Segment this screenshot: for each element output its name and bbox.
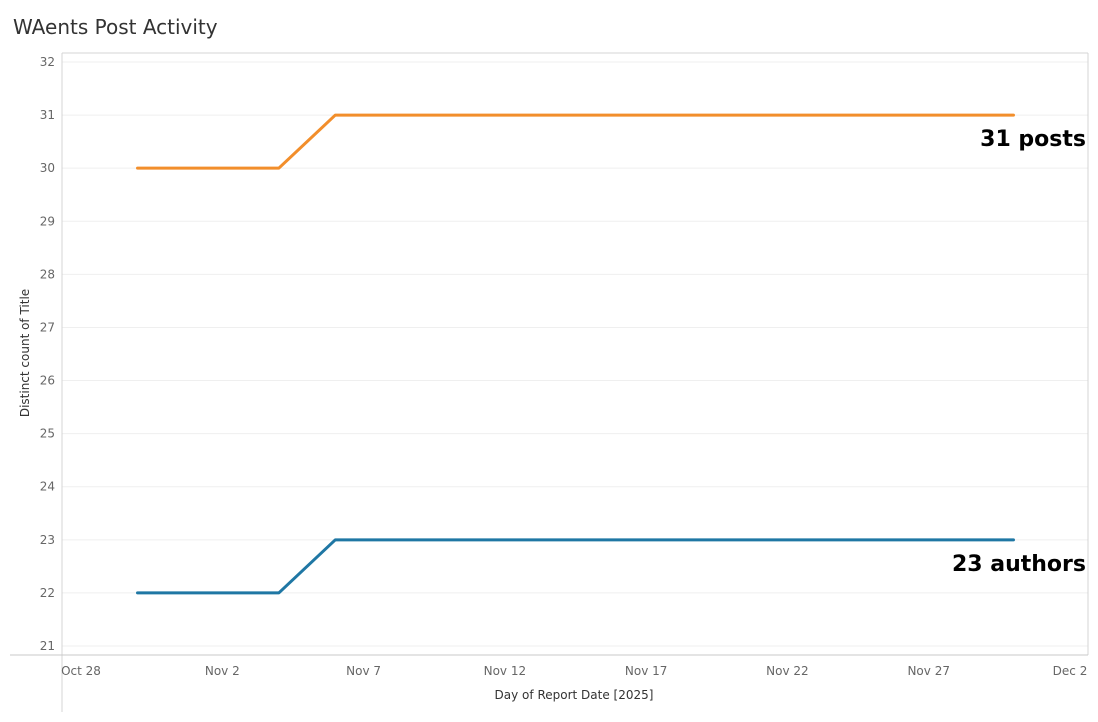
y-tick-label: 28 xyxy=(40,267,55,281)
y-tick-label: 27 xyxy=(40,320,55,334)
series-end-label: 23 authors xyxy=(952,552,1086,577)
axes xyxy=(10,52,1089,712)
x-tick-label: Nov 2 xyxy=(205,664,240,678)
y-tick-label: 31 xyxy=(40,108,55,122)
y-tick-label: 26 xyxy=(40,374,55,388)
y-tick-label: 25 xyxy=(40,427,55,441)
y-tick-label: 23 xyxy=(40,533,55,547)
series-lines xyxy=(136,113,1015,595)
series-line-1 xyxy=(136,113,1015,170)
y-tick-label: 29 xyxy=(40,214,55,228)
y-tick-label: 21 xyxy=(40,639,55,653)
y-tick-label: 22 xyxy=(40,586,55,600)
x-tick-label: Oct 28 xyxy=(61,664,101,678)
y-tick-label: 24 xyxy=(40,480,55,494)
y-tick-label: 32 xyxy=(40,55,55,69)
x-tick-label: Nov 12 xyxy=(484,664,527,678)
y-axis-title: Distinct count of Title xyxy=(18,289,32,417)
x-tick-label: Nov 27 xyxy=(907,664,950,678)
x-axis-title: Day of Report Date [2025] xyxy=(495,688,654,702)
x-tick-labels: Oct 28 Nov 2 Nov 7 Nov 12 Nov 17 Nov 22 Nov 27… xyxy=(61,664,1087,678)
series-end-label: 31 posts xyxy=(980,127,1086,152)
chart-title: WAents Post Activity xyxy=(13,15,218,39)
x-tick-label: Nov 17 xyxy=(625,664,668,678)
end-labels: 31 posts 23 authors xyxy=(952,127,1086,577)
x-tick-label: Dec 2 xyxy=(1053,664,1088,678)
gridlines xyxy=(62,61,1088,647)
y-tick-label: 30 xyxy=(40,161,55,175)
x-tick-label: Nov 22 xyxy=(766,664,809,678)
x-tick-label: Nov 7 xyxy=(346,664,381,678)
y-tick-labels: 21 22 23 24 25 26 27 28 29 30 31 32 xyxy=(40,55,55,653)
series-line-2 xyxy=(136,538,1015,595)
